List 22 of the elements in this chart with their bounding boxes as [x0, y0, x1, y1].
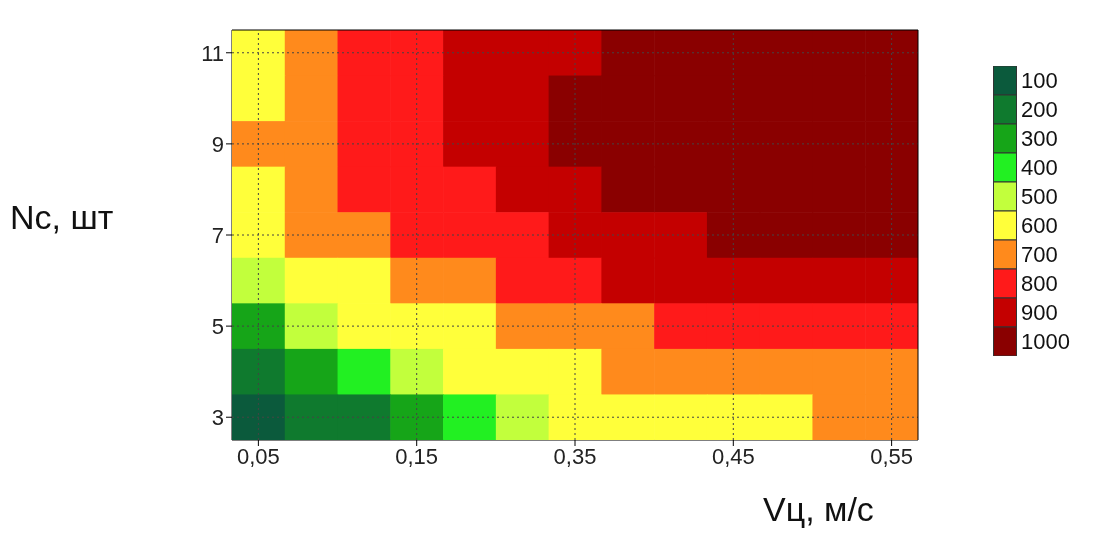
color-bar-label: 800 — [1021, 270, 1058, 297]
color-bar-label: 600 — [1021, 212, 1058, 239]
color-bar-label: 200 — [1021, 96, 1058, 123]
color-bar-label: 700 — [1021, 241, 1058, 268]
x-tick-label: 0,05 — [236, 443, 280, 469]
x-tick-label: 0,35 — [553, 443, 597, 469]
y-tick-label: 7 — [211, 222, 224, 248]
color-bar-label: 400 — [1021, 154, 1058, 181]
x-tick-label: 0,15 — [395, 443, 439, 469]
y-tick-label: 9 — [211, 131, 224, 157]
color-bar-label: 100 — [1021, 67, 1058, 94]
color-bar-label: 500 — [1021, 183, 1058, 210]
y-tick-label: 3 — [211, 405, 224, 431]
y-tick-label: 5 — [211, 313, 224, 339]
y-axis-title: Nс, шт — [10, 198, 114, 237]
color-bar-label: 900 — [1021, 299, 1058, 326]
color-bar-label: 1000 — [1021, 328, 1070, 355]
x-axis-title: Vц, м/с — [763, 490, 874, 529]
color-bar-label: 300 — [1021, 125, 1058, 152]
x-tick-label: 0,55 — [870, 443, 914, 469]
x-tick-label: 0,45 — [711, 443, 755, 469]
y-tick-label: 11 — [201, 40, 224, 66]
